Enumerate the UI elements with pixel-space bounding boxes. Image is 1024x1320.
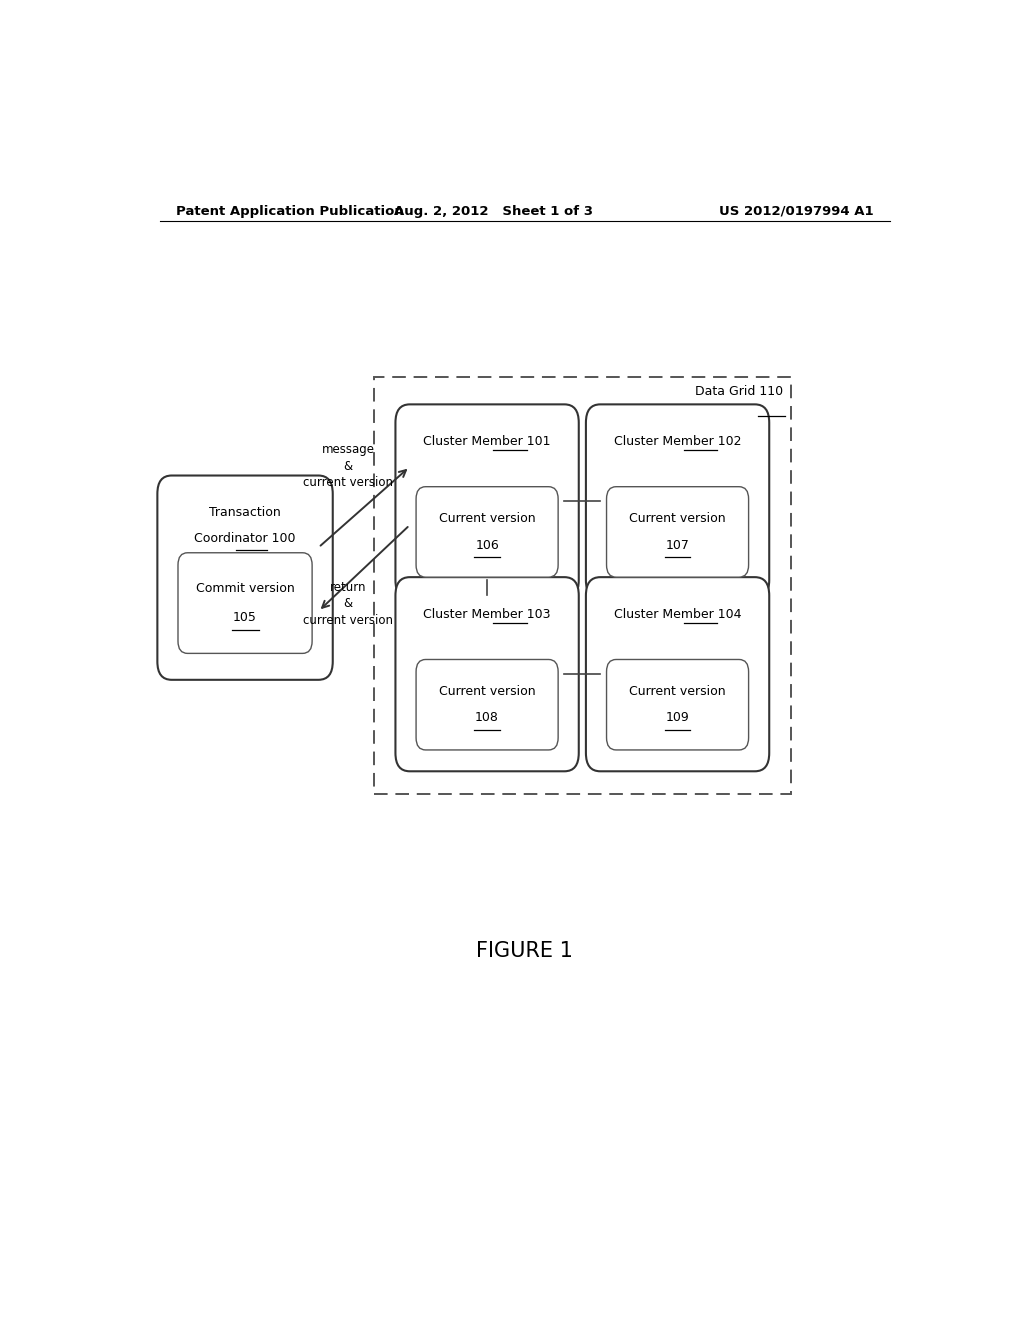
Text: 105: 105 [233, 611, 257, 624]
Text: Coordinator 100: Coordinator 100 [195, 532, 296, 545]
Text: 108: 108 [475, 711, 499, 725]
Text: US 2012/0197994 A1: US 2012/0197994 A1 [719, 205, 873, 218]
Text: Cluster Member 101: Cluster Member 101 [423, 434, 551, 447]
Text: FIGURE 1: FIGURE 1 [476, 941, 573, 961]
FancyBboxPatch shape [416, 487, 558, 577]
Text: Current version: Current version [630, 512, 726, 525]
Text: Data Grid 110: Data Grid 110 [694, 385, 782, 399]
FancyBboxPatch shape [586, 577, 769, 771]
Text: Cluster Member 102: Cluster Member 102 [613, 434, 741, 447]
Text: Current version: Current version [439, 685, 536, 698]
Text: return
&
current version: return & current version [303, 581, 393, 627]
Text: message
&
current version: message & current version [303, 444, 393, 490]
Text: Patent Application Publication: Patent Application Publication [176, 205, 403, 218]
FancyBboxPatch shape [606, 487, 749, 577]
FancyBboxPatch shape [374, 378, 791, 793]
FancyBboxPatch shape [395, 404, 579, 598]
Text: Commit version: Commit version [196, 582, 295, 595]
Text: Current version: Current version [630, 685, 726, 698]
Text: Current version: Current version [439, 512, 536, 525]
FancyBboxPatch shape [178, 553, 312, 653]
Text: 107: 107 [666, 539, 689, 552]
FancyBboxPatch shape [158, 475, 333, 680]
FancyBboxPatch shape [586, 404, 769, 598]
Text: 109: 109 [666, 711, 689, 725]
FancyBboxPatch shape [416, 660, 558, 750]
Text: 106: 106 [475, 539, 499, 552]
Text: Transaction: Transaction [209, 506, 281, 519]
Text: Cluster Member 104: Cluster Member 104 [613, 607, 741, 620]
Text: Aug. 2, 2012   Sheet 1 of 3: Aug. 2, 2012 Sheet 1 of 3 [393, 205, 593, 218]
FancyBboxPatch shape [606, 660, 749, 750]
Text: Cluster Member 103: Cluster Member 103 [423, 607, 551, 620]
FancyBboxPatch shape [395, 577, 579, 771]
